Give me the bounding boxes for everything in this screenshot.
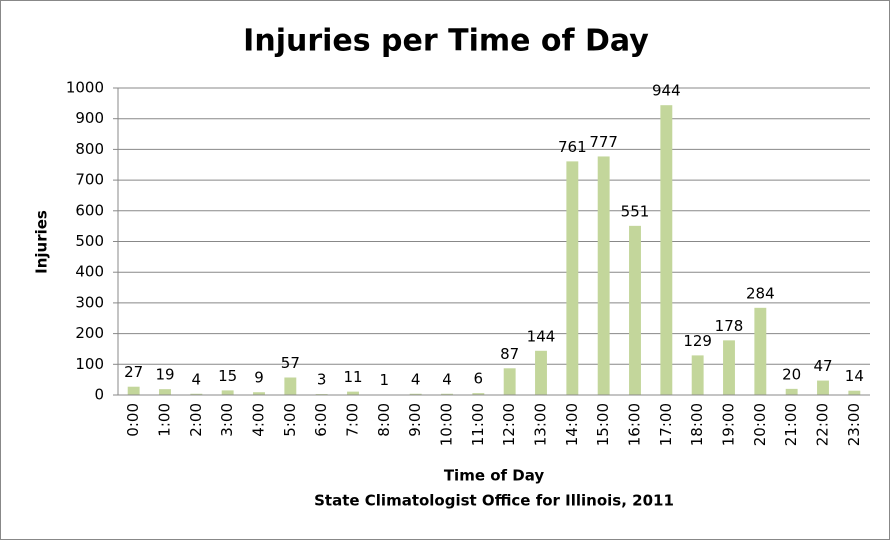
x-tick-label: 22:00: [814, 403, 832, 446]
data-label: 144: [527, 327, 556, 345]
x-tick-label: 1:00: [156, 403, 174, 437]
source: State Climatologist Office for Illinois,…: [314, 492, 674, 510]
x-tick-label: 23:00: [845, 403, 863, 446]
data-label: 1: [380, 371, 390, 389]
data-label: 19: [155, 366, 174, 384]
x-tick-label: 17:00: [657, 403, 675, 446]
data-label: 6: [474, 370, 484, 388]
data-label: 14: [845, 367, 864, 385]
y-tick-label: 200: [75, 324, 104, 342]
bar: [127, 386, 140, 395]
bar: [723, 340, 735, 395]
y-tick-label: 400: [75, 263, 104, 281]
data-label: 9: [254, 369, 264, 387]
data-label: 3: [317, 371, 327, 389]
y-tick-label: 0: [94, 386, 104, 404]
x-tick-label: 4:00: [250, 403, 268, 437]
y-tick-label: 900: [75, 109, 104, 127]
x-tick-label: 5:00: [281, 403, 299, 437]
bar: [409, 393, 422, 395]
y-tick-label: 800: [75, 140, 104, 158]
x-tick-label: 19:00: [720, 403, 738, 446]
data-label: 87: [500, 345, 519, 363]
bar: [691, 355, 704, 395]
data-label: 27: [124, 363, 143, 381]
data-label: 47: [813, 357, 832, 375]
y-tick-label: 500: [75, 232, 104, 250]
y-tick-label: 600: [75, 201, 104, 219]
data-label: 129: [683, 332, 712, 350]
data-label: 777: [589, 133, 618, 151]
x-axis-title: Time of Day: [444, 467, 545, 485]
bar: [284, 377, 297, 395]
y-tick-label: 300: [75, 293, 104, 311]
data-label: 11: [343, 368, 362, 386]
x-tick-label: 12:00: [500, 403, 518, 446]
bar: [347, 391, 359, 395]
data-label: 944: [652, 82, 681, 100]
x-tick-label: 20:00: [751, 403, 769, 446]
bar: [221, 390, 234, 395]
bar: [785, 388, 798, 395]
data-label: 761: [558, 138, 587, 156]
x-tick-label: 3:00: [218, 403, 236, 437]
bar: [535, 350, 547, 395]
bar: [754, 307, 767, 395]
data-label: 20: [782, 365, 801, 383]
x-tick-label: 8:00: [375, 403, 393, 437]
bar: [817, 380, 829, 395]
data-label: 551: [621, 202, 650, 220]
bar: [848, 390, 861, 395]
bar: [629, 225, 641, 395]
bar: [159, 389, 171, 395]
bar: [190, 393, 203, 395]
bar: [253, 392, 265, 395]
y-axis-title: Injuries: [33, 210, 51, 274]
x-tick-label: 14:00: [563, 403, 581, 446]
data-label: 4: [192, 370, 202, 388]
y-tick-label: 700: [75, 171, 104, 189]
x-tick-label: 7:00: [344, 403, 362, 437]
x-tick-label: 6:00: [312, 403, 330, 437]
x-tick-label: 9:00: [406, 403, 424, 437]
data-label: 4: [411, 370, 421, 388]
data-label: 178: [715, 317, 744, 335]
bar: [597, 156, 610, 395]
data-label: 284: [746, 284, 775, 302]
x-tick-label: 13:00: [532, 403, 550, 446]
data-label: 57: [281, 354, 300, 372]
chart-title: Injuries per Time of Day: [243, 24, 649, 59]
data-label: 4: [442, 370, 452, 388]
bar: [503, 368, 516, 395]
x-tick-label: 18:00: [688, 403, 706, 446]
bar: [441, 393, 453, 395]
x-tick-label: 10:00: [438, 403, 456, 446]
bar: [660, 105, 673, 395]
x-tick-label: 2:00: [187, 403, 205, 437]
bar: [472, 393, 485, 395]
y-tick-label: 1000: [66, 79, 104, 97]
x-tick-label: 15:00: [594, 403, 612, 446]
x-tick-label: 21:00: [782, 403, 800, 446]
bar: [566, 161, 579, 395]
x-tick-label: 11:00: [469, 403, 487, 446]
x-tick-label: 0:00: [124, 403, 142, 437]
data-label: 15: [218, 367, 237, 385]
x-tick-label: 16:00: [626, 403, 644, 446]
y-tick-label: 100: [75, 355, 104, 373]
